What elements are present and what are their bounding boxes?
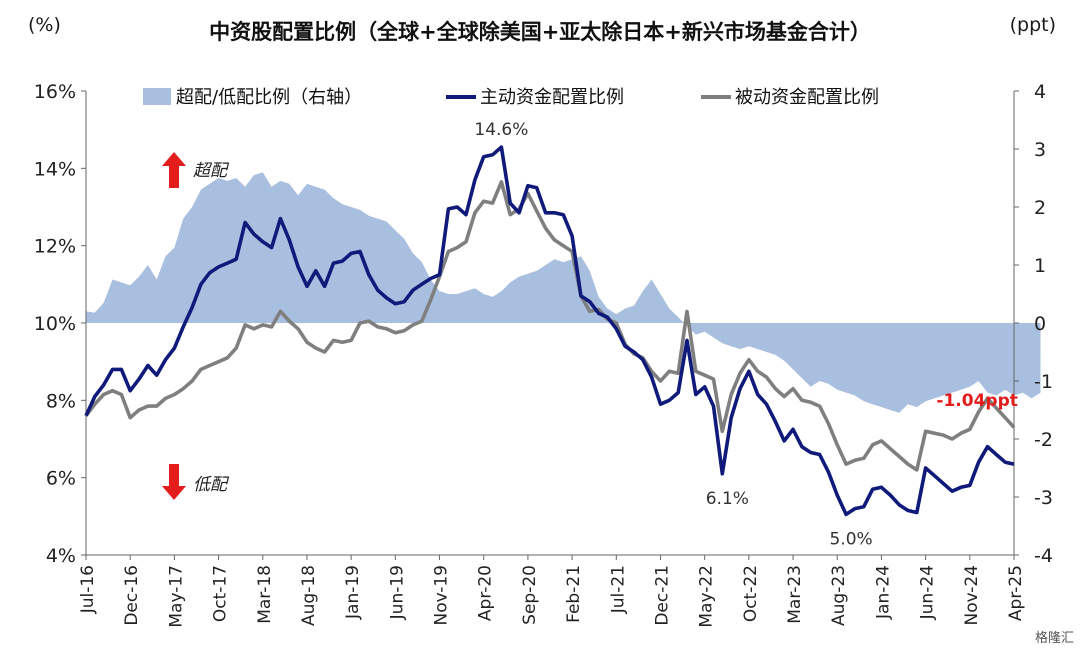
x-tick-label: Jun-19 [387,565,407,620]
x-tick-label: Feb-21 [564,565,584,623]
data-label: -1.04ppt [936,391,1017,411]
left-tick-label: 10% [34,313,76,335]
right-tick-label: -3 [1034,487,1053,509]
legend-label-area: 超配/低配比例（右轴） [176,87,362,108]
right-tick-label: 2 [1034,197,1046,219]
watermark: 格隆汇 [1034,631,1074,646]
right-tick-label: -1 [1034,371,1053,393]
x-tick-label: Oct-17 [211,565,231,622]
x-tick-label: Mar-23 [785,565,805,624]
left-tick-label: 12% [34,236,76,258]
x-tick-label: May-22 [697,565,717,628]
left-tick-label: 14% [34,158,76,180]
x-tick-label: Jan-24 [873,565,893,620]
active-fund-line [84,145,1015,517]
left-tick-label: 6% [46,468,76,490]
overweight-label: 超配 [193,161,230,181]
x-tick-label: Apr-25 [1006,565,1026,621]
x-tick-label: May-17 [166,565,186,628]
x-tick-label: Aug-18 [299,565,319,626]
x-tick-label: Dec-21 [652,565,672,626]
area-overweight-underweight [86,172,1041,413]
x-tick-label: Sep-20 [520,565,540,625]
left-axis-unit: (%) [28,14,61,36]
left-tick-label: 4% [46,545,76,567]
legend-label-active: 主动资金配置比例 [480,87,624,108]
chart-title: 中资股配置比例（全球+全球除美国+亚太除日本+新兴市场基金合计） [209,20,871,44]
data-label: 6.1% [706,489,749,509]
left-tick-label: 16% [34,81,76,103]
legend-swatch-area [143,88,171,105]
overweight-arrow-icon [162,152,186,188]
x-tick-label: Jul-21 [608,565,628,614]
passive-fund-line [84,180,1016,472]
x-tick-label: Jun-24 [918,565,938,620]
data-label: 5.0% [829,529,872,549]
right-tick-label: 3 [1034,139,1046,161]
x-tick-label: Mar-18 [255,565,275,624]
underweight-label: 低配 [193,475,230,495]
x-tick-label: Jan-19 [343,565,363,620]
underweight-arrow-icon [162,464,186,500]
legend-label-passive: 被动资金配置比例 [735,87,879,108]
x-tick-label: Dec-16 [122,565,142,626]
data-label: 14.6% [474,120,528,140]
left-tick-label: 8% [46,390,76,412]
right-axis-unit: (ppt) [1009,14,1056,36]
x-tick-label: Oct-22 [741,565,761,622]
x-tick-label: Aug-23 [829,565,849,626]
right-tick-label: -4 [1034,545,1053,567]
right-tick-label: 1 [1034,255,1046,277]
x-tick-label: Nov-24 [962,565,982,626]
right-tick-label: 4 [1034,81,1046,103]
right-tick-label: -2 [1034,429,1053,451]
x-tick-label: Apr-20 [476,565,496,621]
right-tick-label: 0 [1034,313,1046,335]
x-tick-label: Nov-19 [432,565,452,626]
x-tick-label: Jul-16 [78,565,98,614]
